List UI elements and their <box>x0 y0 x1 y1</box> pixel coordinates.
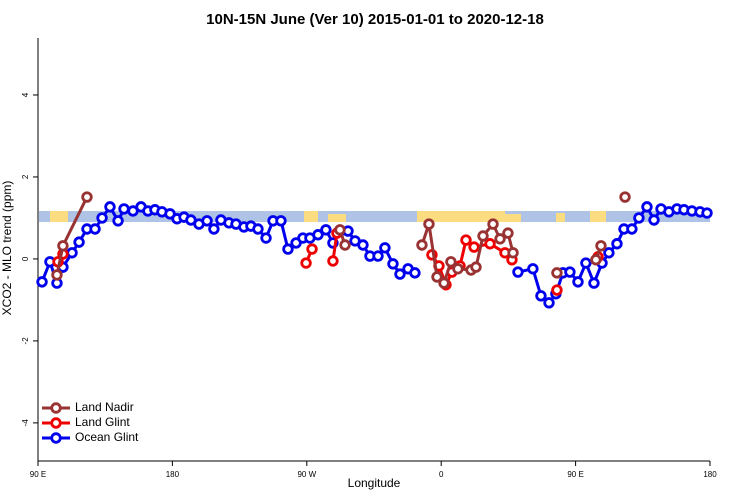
data-point <box>66 247 78 259</box>
data-point <box>551 267 563 279</box>
data-point <box>312 229 324 241</box>
data-point <box>394 268 406 280</box>
data-point <box>468 241 480 253</box>
data-point <box>327 237 339 249</box>
data-point <box>452 263 464 275</box>
land-mask-band <box>39 211 710 222</box>
y-tick-label: -4 <box>21 419 30 427</box>
data-point <box>104 201 116 213</box>
data-point <box>580 257 592 269</box>
x-axis-label: Longitude <box>348 476 401 490</box>
y-tick-label: 2 <box>21 174 30 179</box>
legend-marker <box>50 402 62 414</box>
land-patch <box>556 213 565 222</box>
data-point <box>81 191 93 203</box>
data-point <box>96 212 108 224</box>
y-axis-label: XCO2 - MLO trend (ppm) <box>0 181 14 316</box>
data-point <box>619 191 631 203</box>
data-point <box>339 239 351 251</box>
legend-label: Land Nadir <box>75 400 134 414</box>
data-point <box>275 215 287 227</box>
data-point <box>208 223 220 235</box>
data-point <box>633 212 645 224</box>
chart-title: 10N-15N June (Ver 10) 2015-01-01 to 2020… <box>206 11 544 28</box>
data-point <box>320 224 332 236</box>
data-point <box>118 203 130 215</box>
data-point <box>416 239 428 251</box>
ocean-band <box>39 211 710 222</box>
y-tick-label: -2 <box>21 337 30 345</box>
data-point <box>327 255 339 267</box>
data-point <box>57 240 69 252</box>
data-point <box>603 247 615 259</box>
legend-label: Land Glint <box>75 415 130 429</box>
land-patch <box>328 214 346 222</box>
data-point <box>379 242 391 254</box>
x-tick-label: 180 <box>166 470 180 479</box>
x-tick-label: 180 <box>703 470 717 479</box>
data-point <box>409 267 421 279</box>
data-point <box>507 247 519 259</box>
data-point <box>701 207 713 219</box>
legend-marker <box>50 417 62 429</box>
data-point <box>470 261 482 273</box>
series <box>54 229 603 296</box>
data-point <box>372 250 384 262</box>
data-point <box>73 236 85 248</box>
y-tick-label: 0 <box>21 256 30 261</box>
land-patch <box>50 211 68 222</box>
legend-label: Ocean Glint <box>75 430 139 444</box>
data-point <box>626 223 638 235</box>
data-point <box>201 215 213 227</box>
data-point <box>535 290 547 302</box>
data-point <box>260 232 272 244</box>
data-point <box>51 269 63 281</box>
series <box>53 193 630 288</box>
data-point <box>512 266 524 278</box>
data-point <box>564 266 576 278</box>
data-point <box>641 201 653 213</box>
data-point <box>387 258 399 270</box>
data-point <box>572 276 584 288</box>
data-point <box>487 218 499 230</box>
data-point <box>112 215 124 227</box>
data-point <box>527 263 539 275</box>
data-point <box>595 240 607 252</box>
data-point <box>477 230 489 242</box>
data-point <box>306 243 318 255</box>
data-point <box>460 234 472 246</box>
data-point <box>494 233 506 245</box>
data-point <box>543 297 555 309</box>
data-point <box>431 271 443 283</box>
land-patch <box>590 211 606 222</box>
data-point <box>648 214 660 226</box>
data-point <box>611 238 623 250</box>
data-point <box>334 224 346 236</box>
data-point <box>445 256 457 268</box>
data-point <box>282 243 294 255</box>
x-tick-label: 0 <box>439 470 444 479</box>
data-point <box>588 277 600 289</box>
data-point <box>551 284 563 296</box>
x-tick-label: 90 W <box>297 470 316 479</box>
data-point <box>502 227 514 239</box>
data-point <box>484 238 496 250</box>
land-patch <box>417 211 505 222</box>
data-point <box>423 218 435 230</box>
data-point <box>357 239 369 251</box>
data-point <box>300 257 312 269</box>
land-patch <box>505 214 521 222</box>
data-point <box>252 223 264 235</box>
data-point <box>590 254 602 266</box>
y-tick-label: 4 <box>21 92 30 97</box>
x-tick-label: 90 E <box>567 470 583 479</box>
data-point <box>89 223 101 235</box>
data-point <box>438 277 450 289</box>
legend-marker <box>50 432 62 444</box>
x-tick-label: 90 E <box>30 470 46 479</box>
land-patch <box>304 211 318 222</box>
data-point <box>36 276 48 288</box>
